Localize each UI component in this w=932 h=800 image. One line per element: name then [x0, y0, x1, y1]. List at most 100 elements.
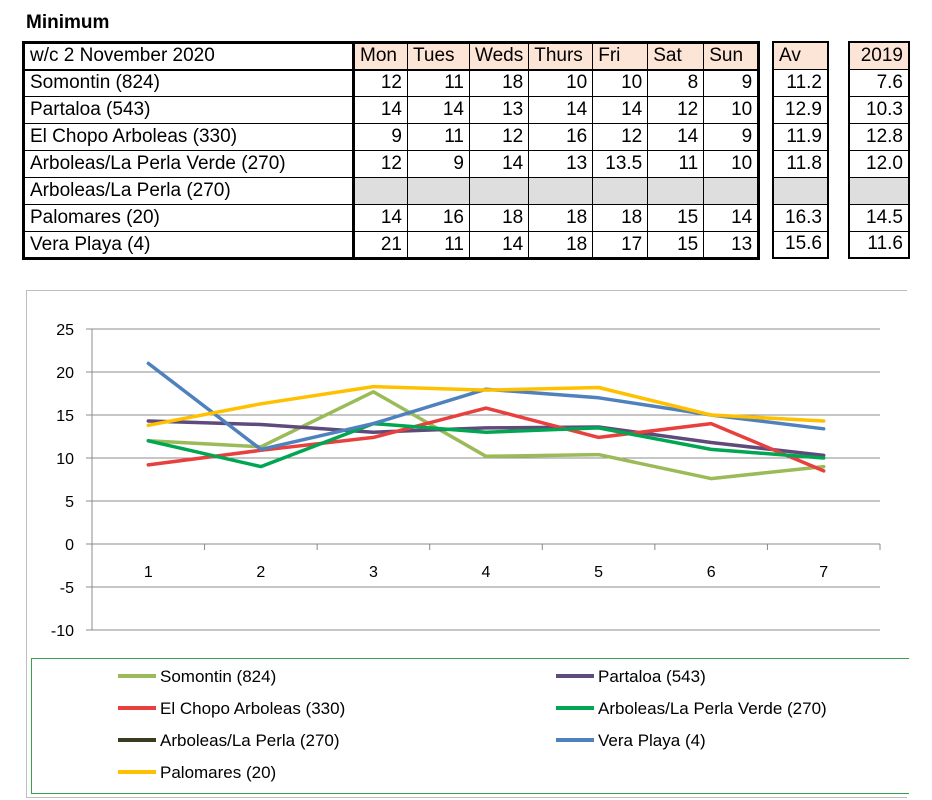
year-2019-cell: 12.0 — [848, 149, 910, 178]
series-line — [146, 390, 826, 481]
chart-area: -10 -5 0 5 10 15 20 25 1 2 3 4 5 6 7 — [26, 290, 907, 798]
legend-label: Vera Playa (4) — [598, 731, 706, 750]
temperature-cell — [528, 177, 594, 205]
legend-swatch — [118, 737, 156, 742]
station-name: Palomares (20) — [23, 204, 355, 232]
temperature-cell: 18 — [528, 231, 594, 259]
station-name: Vera Playa (4) — [23, 231, 355, 259]
legend-swatch — [556, 737, 594, 742]
temperature-cell: 17 — [592, 231, 649, 259]
temperature-cell: 12 — [647, 96, 705, 124]
average-cell: 15.6 — [772, 230, 829, 259]
temperature-cell: 10 — [703, 96, 760, 124]
legend-item: Arboleas/La Perla (270) — [118, 731, 340, 751]
average-table: Av 11.2 12.9 11.9 11.8 16.3 15.6 — [772, 41, 829, 259]
temperature-cell: 16 — [407, 204, 470, 232]
x-tick-label: 1 — [144, 564, 153, 581]
y-tick-label: 25 — [56, 322, 74, 339]
day-header: Weds — [468, 42, 530, 71]
average-cell: 11.2 — [772, 68, 829, 97]
table-row: Arboleas/La Perla (270) — [23, 177, 760, 205]
legend-item: El Chopo Arboleas (330) — [118, 699, 345, 719]
year-2019-cell: 14.5 — [848, 203, 910, 232]
average-cell: 11.9 — [772, 122, 829, 151]
station-name: Partaloa (543) — [23, 96, 355, 124]
chart-legend: Somontin (824) Partaloa (543) El Chopo Arb… — [31, 658, 909, 794]
x-tick-label: 6 — [707, 564, 716, 581]
temperature-cell: 18 — [468, 69, 530, 97]
temperature-cell: 10 — [528, 69, 594, 97]
temperature-cell: 15 — [647, 231, 705, 259]
temperature-cell: 12 — [353, 69, 408, 97]
temperature-cell: 12 — [592, 123, 649, 151]
legend-swatch — [118, 673, 156, 678]
temperature-cell: 18 — [468, 204, 530, 232]
year-2019-cell — [848, 176, 910, 205]
temperature-cell: 12 — [468, 123, 530, 151]
temperature-cell — [592, 177, 649, 205]
legend-label: Arboleas/La Perla (270) — [160, 731, 340, 750]
temperature-cell: 18 — [592, 204, 649, 232]
day-header: Thurs — [528, 42, 594, 71]
day-header: Fri — [592, 42, 649, 71]
average-cell: 12.9 — [772, 95, 829, 124]
temperature-cell — [407, 177, 470, 205]
temperature-cell — [703, 177, 760, 205]
y-tick-label: 20 — [56, 365, 74, 382]
average-cell: 16.3 — [772, 203, 829, 232]
temperature-cell: 13 — [468, 96, 530, 124]
temperature-cell: 9 — [353, 123, 408, 151]
temperature-cell: 14 — [647, 123, 705, 151]
legend-swatch — [556, 705, 594, 710]
year-header: 2019 — [848, 41, 910, 70]
year-2019-cell: 12.8 — [848, 122, 910, 151]
series-line — [146, 421, 826, 469]
temperature-cell: 15 — [647, 204, 705, 232]
temperature-cell — [468, 177, 530, 205]
legend-label: Palomares (20) — [160, 763, 277, 782]
temperature-cell: 11 — [407, 231, 470, 259]
table-row: Arboleas/La Perla Verde (270) 12 9 14 13 13.5… — [23, 150, 760, 178]
day-header: Sun — [703, 42, 760, 71]
table-row: Palomares (20) 14 16 18 18 18 15 14 — [23, 204, 760, 232]
legend-label: El Chopo Arboleas (330) — [160, 699, 346, 718]
temperature-cell: 11 — [407, 123, 470, 151]
x-tick-label: 2 — [256, 564, 265, 581]
temperature-cell: 10 — [592, 69, 649, 97]
station-name: Somontin (824) — [23, 69, 355, 97]
legend-swatch — [118, 769, 156, 774]
day-header: Tues — [407, 42, 470, 71]
table-row: El Chopo Arboleas (330) 9 11 12 16 12 14 9 — [23, 123, 760, 151]
legend-item: Palomares (20) — [118, 763, 276, 783]
year-2019-cell: 7.6 — [848, 68, 910, 97]
temperature-cell: 14 — [353, 204, 408, 232]
temperature-cell — [353, 177, 408, 205]
temperature-cell: 14 — [703, 204, 760, 232]
x-tick-label: 4 — [482, 564, 491, 581]
temperature-cell: 11 — [647, 150, 705, 178]
legend-swatch — [556, 673, 594, 678]
series-line — [146, 419, 826, 458]
y-tick-label: -10 — [51, 623, 74, 640]
station-name: El Chopo Arboleas (330) — [23, 123, 355, 151]
temperature-cell: 9 — [703, 69, 760, 97]
line-chart: -10 -5 0 5 10 15 20 25 1 2 3 4 5 6 7 — [51, 322, 881, 640]
temperature-cell — [647, 177, 705, 205]
table-row: Partaloa (543) 14 14 13 14 14 12 10 — [23, 96, 760, 124]
y-tick-label: 0 — [65, 537, 74, 554]
y-tick-label: 5 — [65, 494, 74, 511]
temperature-cell: 14 — [468, 150, 530, 178]
table-row: Vera Playa (4) 21 11 14 18 17 15 13 — [23, 231, 760, 259]
series-line — [146, 384, 826, 428]
legend-item: Partaloa (543) — [556, 667, 706, 687]
temperature-cell: 9 — [407, 150, 470, 178]
x-tick-label: 5 — [594, 564, 603, 581]
legend-item: Somontin (824) — [118, 667, 276, 687]
temperature-cell: 13.5 — [592, 150, 649, 178]
y-tick-label: 10 — [56, 451, 74, 468]
legend-item: Arboleas/La Perla Verde (270) — [556, 699, 827, 719]
station-name: Arboleas/La Perla (270) — [23, 177, 355, 205]
minimum-table: w/c 2 November 2020 Mon Tues Weds Thurs … — [22, 41, 761, 260]
year-2019-cell: 11.6 — [848, 230, 910, 259]
temperature-cell: 14 — [592, 96, 649, 124]
